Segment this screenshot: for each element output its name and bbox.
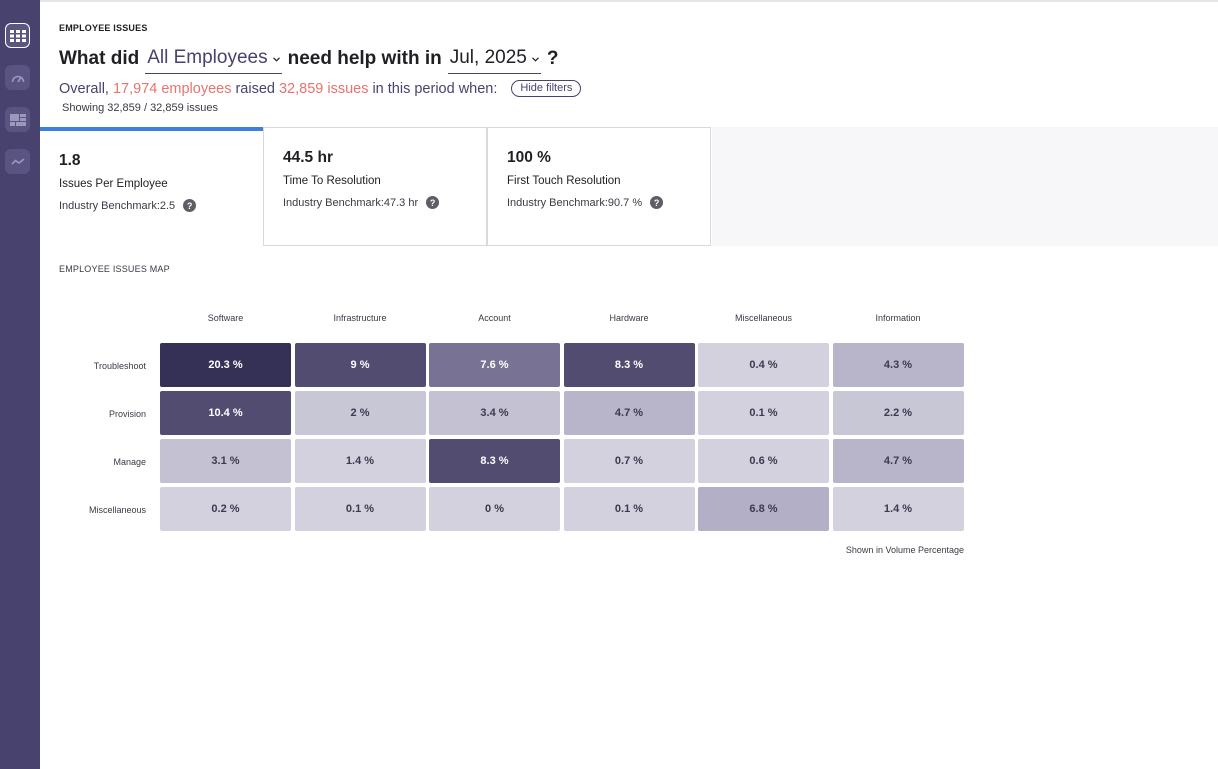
heatmap-cell[interactable]: 8.3 % <box>563 343 695 387</box>
heatmap-cell[interactable]: 0.1 % <box>698 391 829 435</box>
help-icon[interactable]: ? <box>650 196 664 209</box>
layout-icon <box>9 113 26 126</box>
heatmap-cell[interactable]: 0.2 % <box>160 487 291 531</box>
sidebar-item-issues[interactable] <box>5 23 30 48</box>
help-icon[interactable]: ? <box>183 199 197 212</box>
metric-label: First Touch Resolution <box>507 175 621 187</box>
heatmap-cell[interactable]: 0 % <box>429 487 560 531</box>
grid-icon <box>9 29 26 42</box>
benchmark-text: Industry Benchmark:90.7 % <box>507 196 643 209</box>
metric-card-time-to-resolution[interactable]: 44.5 hr Time To Resolution Industry Benc… <box>263 127 487 246</box>
sidebar-item-trends[interactable] <box>5 149 30 174</box>
heatmap-cell[interactable]: 0.1 % <box>294 487 426 531</box>
top-border <box>40 0 1218 2</box>
hide-filters-button[interactable]: Hide filters <box>511 80 582 97</box>
heatmap-cell[interactable]: 0.4 % <box>698 343 829 387</box>
question-middle: need help with in <box>287 48 442 69</box>
question-prefix: What did <box>59 48 140 69</box>
metric-value: 1.8 <box>59 152 81 169</box>
heatmap-cell[interactable]: 0.1 % <box>563 487 695 531</box>
heatmap-cell[interactable]: 4.3 % <box>832 343 964 387</box>
sidebar-item-layout[interactable] <box>5 107 30 132</box>
period-dropdown[interactable]: Jul, 2025 <box>447 44 541 74</box>
heatmap-cell[interactable]: 6.8 % <box>698 487 829 531</box>
sidebar-item-dashboard[interactable] <box>5 65 30 90</box>
active-card-indicator <box>40 127 264 131</box>
metric-card-first-touch-resolution[interactable]: 100 % First Touch Resolution Industry Be… <box>487 127 711 246</box>
heatmap-cell[interactable]: 3.1 % <box>160 439 291 483</box>
benchmark-text: Industry Benchmark:47.3 hr <box>283 196 419 209</box>
metric-value: 100 % <box>507 149 551 166</box>
summary-suffix: in this period when: <box>372 80 498 97</box>
heatmap-cell[interactable]: 3.4 % <box>429 391 560 435</box>
column-header: Hardware <box>609 313 649 323</box>
help-icon[interactable]: ? <box>426 196 440 209</box>
column-header: Software <box>207 313 244 323</box>
column-header: Infrastructure <box>333 313 387 323</box>
employees-count: 17,974 employees <box>112 80 232 97</box>
trend-line-icon <box>10 157 24 165</box>
heatmap-cell[interactable]: 7.6 % <box>429 343 560 387</box>
row-header: Miscellaneous <box>88 505 146 515</box>
heatmap-cell[interactable]: 8.3 % <box>429 439 560 483</box>
metric-card-issues-per-employee[interactable]: 1.8 Issues Per Employee Industry Benchma… <box>40 127 264 246</box>
audience-value: All Employees <box>147 47 268 68</box>
heatmap-cell[interactable]: 4.7 % <box>832 439 964 483</box>
summary-line: Overall, 17,974 employees raised 32,859 … <box>59 80 582 97</box>
chevron-down-icon <box>531 57 539 62</box>
heatmap-cell[interactable]: 1.4 % <box>294 439 426 483</box>
column-header: Miscellaneous <box>734 313 793 323</box>
period-value: Jul, 2025 <box>449 47 527 68</box>
metric-label: Issues Per Employee <box>59 178 168 190</box>
heatmap-cell[interactable]: 2 % <box>294 391 426 435</box>
question-suffix: ? <box>546 48 559 69</box>
heatmap-cell[interactable]: 0.7 % <box>563 439 695 483</box>
heatmap-cell[interactable]: 9 % <box>294 343 426 387</box>
column-header: Information <box>875 313 921 323</box>
row-header: Provision <box>108 409 146 419</box>
showing-count: Showing 32,859 / 32,859 issues <box>62 102 218 114</box>
heatmap-cell[interactable]: 20.3 % <box>160 343 291 387</box>
sidebar <box>0 0 40 769</box>
row-header: Troubleshoot <box>93 361 146 371</box>
issues-count: 32,859 issues <box>278 80 369 97</box>
column-header: Account <box>478 313 511 323</box>
metric-benchmark: Industry Benchmark:2.5 ? <box>59 199 197 212</box>
heatmap-cell[interactable]: 2.2 % <box>832 391 964 435</box>
metric-benchmark: Industry Benchmark:47.3 hr ? <box>283 196 440 209</box>
row-header: Manage <box>113 457 146 467</box>
heatmap-cell[interactable]: 0.6 % <box>698 439 829 483</box>
section-title: EMPLOYEE ISSUES <box>59 23 148 33</box>
benchmark-text: Industry Benchmark:2.5 <box>59 199 176 212</box>
metric-label: Time To Resolution <box>283 175 381 187</box>
heatmap-cell[interactable]: 4.7 % <box>563 391 695 435</box>
cards-background <box>712 127 1218 246</box>
metric-benchmark: Industry Benchmark:90.7 % ? <box>507 196 664 209</box>
question-line: What did All Employees need help with in… <box>59 44 558 74</box>
heatmap-cell[interactable]: 1.4 % <box>832 487 964 531</box>
summary-middle: raised <box>235 80 275 97</box>
speedometer-icon <box>11 75 24 82</box>
audience-dropdown[interactable]: All Employees <box>145 44 282 74</box>
issues-map-title: EMPLOYEE ISSUES MAP <box>59 264 170 274</box>
heatmap-cell[interactable]: 10.4 % <box>160 391 291 435</box>
metric-value: 44.5 hr <box>283 149 333 166</box>
chevron-down-icon <box>272 57 280 62</box>
heatmap-footnote: Shown in Volume Percentage <box>845 545 964 555</box>
summary-prefix: Overall, <box>59 80 109 97</box>
